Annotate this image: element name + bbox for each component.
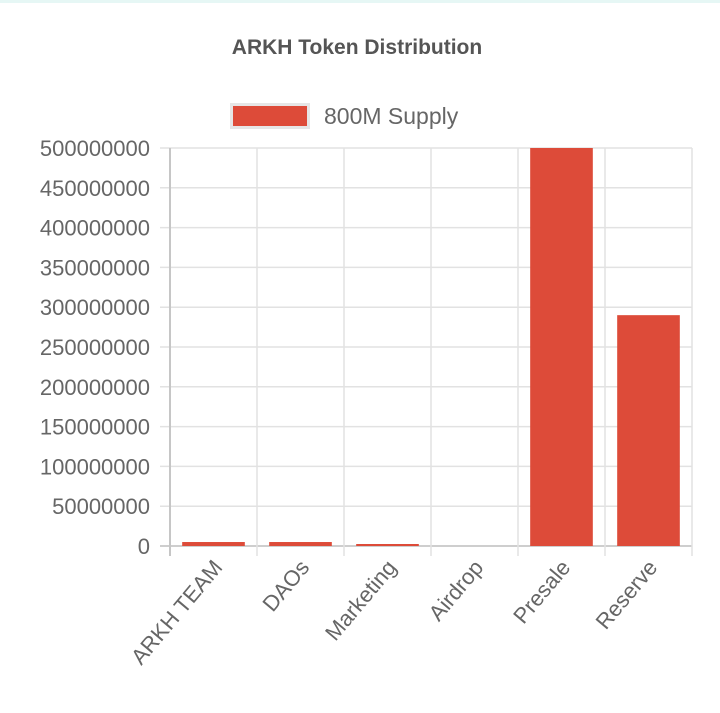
x-tick-label: ARKH TEAM [126, 555, 227, 669]
bars [182, 148, 680, 546]
legend-label: 800M Supply [324, 102, 459, 129]
x-tick-label: Presale [508, 555, 575, 628]
y-tick-label: 300000000 [40, 295, 150, 320]
y-tick-label: 500000000 [40, 136, 150, 161]
legend-swatch [230, 103, 310, 129]
y-tick-label: 250000000 [40, 335, 150, 360]
x-axis-tick-labels: ARKH TEAM DAOs Marketing Airdrop Presale Rese… [126, 555, 662, 669]
x-tick-label: Reserve [591, 555, 663, 634]
grid-lines [160, 147, 693, 556]
y-axis-tick-labels: 0 50000000 100000000 150000000 200000000 2500… [40, 136, 150, 559]
y-tick-label: 50000000 [52, 494, 150, 519]
y-tick-label: 150000000 [40, 415, 150, 440]
x-tick-label: Marketing [320, 555, 401, 645]
y-tick-label: 100000000 [40, 454, 150, 479]
top-accent-line [0, 0, 720, 3]
y-tick-label: 400000000 [40, 216, 150, 241]
x-tick-label: Airdrop [424, 555, 489, 625]
y-tick-label: 0 [138, 534, 150, 559]
y-tick-label: 350000000 [40, 255, 150, 280]
bar-daos[interactable] [269, 542, 332, 546]
bar-presale[interactable] [530, 148, 593, 546]
x-tick-label: DAOs [257, 555, 314, 616]
bar-arkh-team[interactable] [182, 542, 245, 546]
y-tick-label: 450000000 [40, 176, 150, 201]
bar-reserve[interactable] [617, 315, 680, 546]
legend[interactable]: 800M Supply [230, 100, 458, 132]
bar-marketing[interactable] [356, 544, 419, 546]
y-tick-label: 200000000 [40, 375, 150, 400]
chart-title: ARKH Token Distribution [231, 36, 483, 59]
